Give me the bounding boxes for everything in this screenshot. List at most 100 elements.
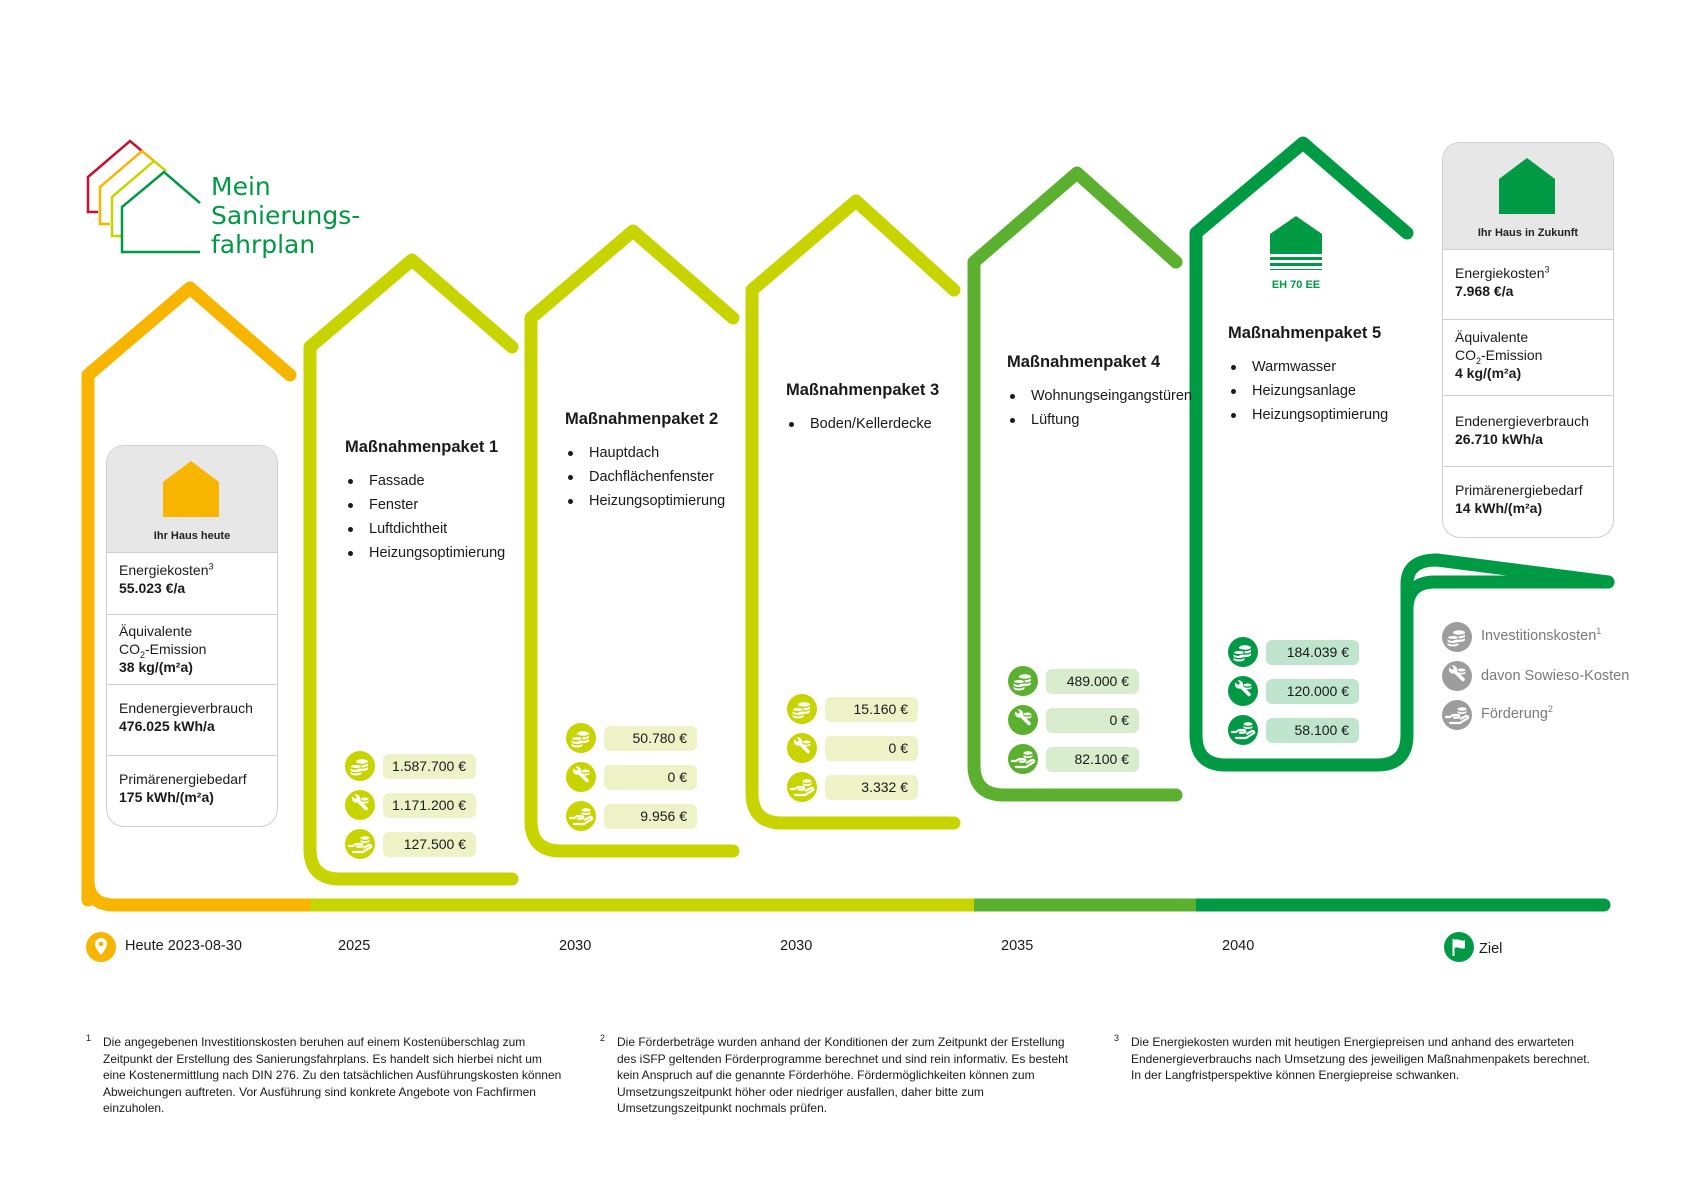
list-item: Boden/Kellerdecke [786,412,939,436]
label: CO [119,641,140,657]
house-icon [163,461,219,517]
hand-coins-icon [1008,744,1038,774]
label: Endenergieverbrauch [119,700,253,716]
today-card: Ihr Haus heute Energiekosten3 55.023 €/a… [106,445,278,827]
hand-coins-icon [566,801,596,831]
hand-coins-icon [1228,715,1258,745]
list-item: Fassade [345,469,505,493]
future-primaer: Primärenergiebedarf 14 kWh/(m²a) [1443,467,1613,537]
subscript: 2 [140,649,146,660]
house-today-outline [81,281,297,907]
house-icon [1499,158,1555,214]
label: Primärenergiebedarf [119,771,247,787]
label: Endenergieverbrauch [1455,413,1589,429]
timeline-year-5: 2040 [1222,938,1255,954]
label: Energiekosten [119,562,209,578]
label: CO [1455,347,1476,363]
timeline-goal-label: Ziel [1479,941,1503,957]
title-line-3: fahrplan [211,230,316,259]
footnote-ref: 1 [1596,626,1602,637]
value: 38 kg/(m²a) [119,659,193,675]
legend-foerderung: Förderung2 [1481,705,1553,722]
cost-value: 58.100 € [1266,718,1359,743]
cost-value: 82.100 € [1046,747,1139,772]
package-1: Maßnahmenpaket 1 Fassade Fenster Luftdic… [345,438,505,565]
cost-value: 0 € [825,736,918,761]
list-item: Heizungsoptimierung [565,489,725,513]
coins-icon [787,694,817,724]
legend-foerderung-label: Förderung [1481,706,1548,722]
house-package-5-outline [1189,136,1615,772]
today-primaer: Primärenergiebedarf 175 kWh/(m²a) [107,756,277,826]
logo-icon [86,139,201,254]
legend-sowieso: davon Sowieso-Kosten [1481,668,1630,684]
footnote-text: Die Energiekosten wurden mit heutigen En… [1131,1035,1590,1082]
footnote-text: Die angegebenen Investitionskosten beruh… [103,1035,562,1115]
footnote-ref: 3 [1544,264,1550,275]
package-3: Maßnahmenpaket 3 Boden/Kellerdecke [786,381,939,436]
legend-invest: Investitionskosten1 [1481,626,1602,644]
cost-value: 127.500 € [383,832,476,857]
legend-invest-label: Investitionskosten [1481,628,1597,644]
cost-value: 0 € [1046,708,1139,733]
future-card-caption: Ihr Haus in Zukunft [1477,227,1579,239]
today-card-caption: Ihr Haus heute [153,530,231,542]
today-marker-icon [86,932,116,967]
wrench-coins-icon [1008,705,1038,735]
timeline-year-3: 2030 [780,938,813,954]
eh-badge: EH 70 EE [1268,214,1324,291]
cost-value: 3.332 € [825,775,918,800]
list-item: Heizungsoptimierung [345,541,505,565]
value: 26.710 kWh/a [1455,431,1543,447]
footnote-ref: 3 [208,561,214,572]
list-item: Luftdichtheit [345,517,505,541]
wrench-coins-icon [1228,676,1258,706]
cost-value: 50.780 € [604,726,697,751]
eh-badge-label: EH 70 EE [1271,279,1321,291]
label: Äquivalente [119,623,193,639]
package-title: Maßnahmenpaket 1 [345,438,499,456]
house-package-3-outline [745,194,961,830]
footnote-text: Die Förderbeträge wurden anhand der Kond… [617,1035,1069,1115]
coins-icon [1008,666,1038,696]
package-2: Maßnahmenpaket 2 Hauptdach Dachflächenfe… [565,410,725,513]
list-item: Dachflächenfenster [565,465,725,489]
footnote-number: 1 [86,1033,92,1043]
list-item: Warmwasser [1228,355,1388,379]
list-item: Wohnungseingangstüren [1007,384,1192,408]
page-title: Mein Sanierungs- fahrplan [211,172,360,259]
label: Äquivalente [1455,329,1529,345]
future-connector [1400,575,1615,742]
house-package-4-outline [967,166,1183,802]
today-energiekosten: Energiekosten3 55.023 €/a [107,553,277,615]
future-co2: Äquivalente CO2-Emission 4 kg/(m²a) [1443,320,1613,396]
footnote-number: 2 [600,1033,606,1043]
package-5: Maßnahmenpaket 5 Warmwasser Heizungsanla… [1228,324,1388,427]
house-package-1-outline [303,253,519,886]
legend-sowieso-icon [1442,661,1472,696]
future-card-header: Ihr Haus in Zukunft [1443,143,1613,250]
cost-value: 9.956 € [604,804,697,829]
wrench-coins-icon [787,733,817,763]
value: 476.025 kWh/a [119,718,215,734]
package-title: Maßnahmenpaket 4 [1007,353,1161,371]
footnote-3: 3 Die Energiekosten wurden mit heutigen … [1114,1033,1601,1084]
future-card: Ihr Haus in Zukunft Energiekosten3 7.968… [1442,142,1614,538]
cost-value: 0 € [604,765,697,790]
package-title: Maßnahmenpaket 3 [786,381,940,399]
timeline-year-2: 2030 [559,938,592,954]
cost-value: 1.171.200 € [383,793,476,818]
coins-icon [566,723,596,753]
value: 55.023 €/a [119,580,186,596]
package-title: Maßnahmenpaket 5 [1228,324,1382,342]
wrench-coins-icon [345,790,375,820]
timeline-today-label: Heute 2023-08-30 [125,938,242,954]
label: -Emission [1481,347,1543,363]
package-title: Maßnahmenpaket 2 [565,410,719,428]
list-item: Fenster [345,493,505,517]
cost-value: 120.000 € [1266,679,1359,704]
hand-coins-icon [787,772,817,802]
footnote-number: 3 [1114,1033,1120,1043]
future-energiekosten: Energiekosten3 7.968 €/a [1443,250,1613,320]
list-item: Heizungsoptimierung [1228,403,1388,427]
